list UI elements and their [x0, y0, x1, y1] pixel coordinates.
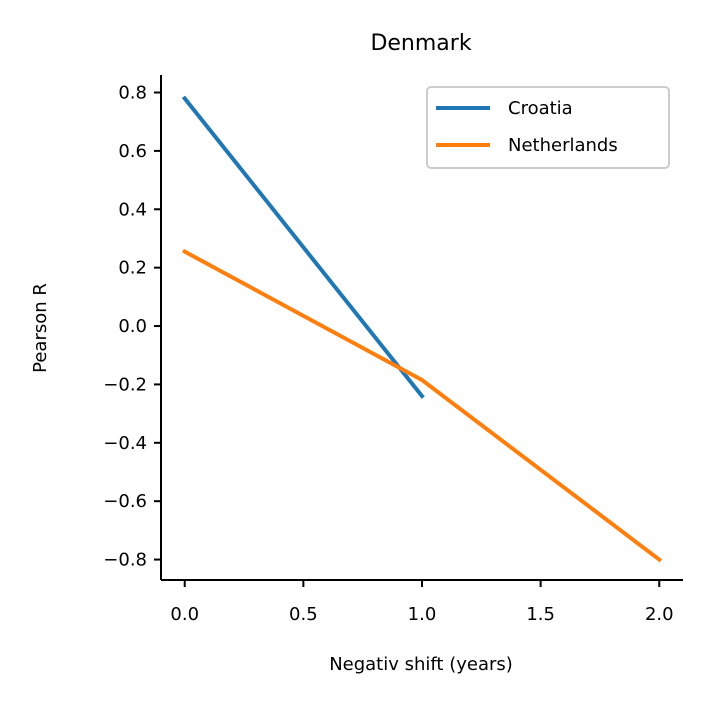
x-tick-label: 0.0	[170, 604, 199, 625]
x-tick-label: 1.0	[408, 604, 437, 625]
y-tick-label: −0.8	[103, 550, 147, 571]
plot-area: 0.0 0.5 1.0 1.5 2.0 0.8 0.6 0.4 0.2 0.0 −0.2 −0.4 −0…	[103, 75, 683, 625]
x-axis-label: Negativ shift (years)	[329, 654, 513, 675]
y-tick-label: 0.4	[118, 199, 147, 220]
y-tick-label: −0.6	[103, 491, 147, 512]
x-tick-label: 2.0	[645, 604, 674, 625]
x-tick-label: 0.5	[289, 604, 318, 625]
x-tick-label: 1.5	[526, 604, 555, 625]
y-tick-label: 0.6	[118, 141, 147, 162]
y-tick-label: −0.4	[103, 433, 147, 454]
series-line-croatia	[181, 95, 425, 399]
legend-label-croatia: Croatia	[508, 98, 573, 119]
y-tick-label: −0.2	[103, 374, 147, 395]
series-line-netherlands	[181, 248, 663, 563]
legend: Croatia Netherlands	[426, 86, 670, 169]
y-tick-label: 0.8	[118, 83, 147, 104]
legend-label-netherlands: Netherlands	[508, 135, 618, 156]
y-axis-label: Pearson R	[30, 283, 51, 373]
chart-title: Denmark	[370, 31, 471, 56]
y-tick-label: 0.2	[118, 258, 147, 279]
y-tick-label: 0.0	[118, 316, 147, 337]
